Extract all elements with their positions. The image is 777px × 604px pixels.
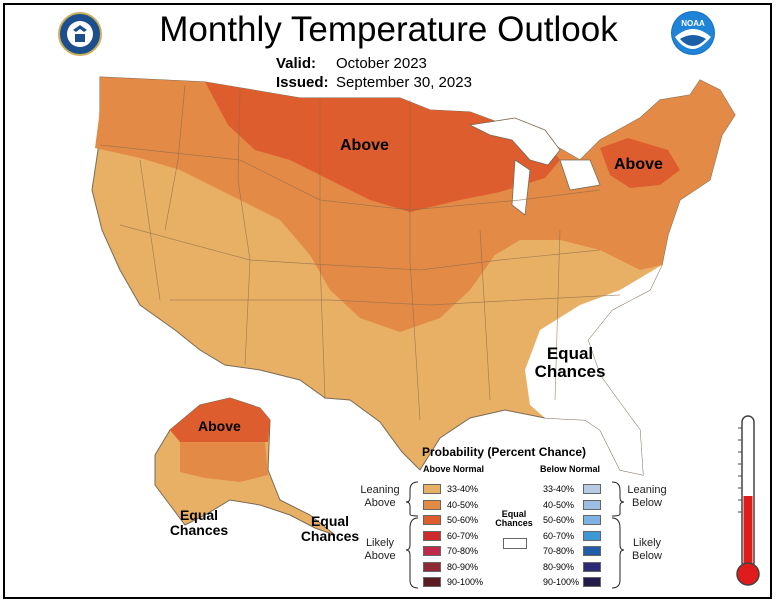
label-above-ak: Above <box>198 418 241 434</box>
legend-above-item-label: 60-70% <box>447 530 479 541</box>
alaska-50-60-region <box>170 398 270 442</box>
legend-below-item-label: 60-70% <box>543 530 575 541</box>
page-title: Monthly Temperature Outlook <box>159 10 618 49</box>
issued-label: Issued: <box>276 74 329 91</box>
legend-below-item-swatch <box>583 515 601 525</box>
doc-seal-icon <box>58 12 102 56</box>
legend-below-item-swatch <box>583 577 601 587</box>
legend-below-item-swatch <box>583 530 601 541</box>
alaska-40-50-region <box>180 442 268 482</box>
great-lakes <box>468 117 601 216</box>
legend-below-item-label: 40-50% <box>543 499 575 510</box>
legend-above-header: Above Normal <box>423 464 485 474</box>
legend-above-item-label: 50-60% <box>447 515 479 525</box>
label-equal-se: Equal Chances <box>534 344 606 381</box>
legend-below-item-label: 70-80% <box>543 546 575 556</box>
legend-below-item-label: 90-100% <box>543 577 580 587</box>
legend-below-item-swatch <box>583 546 601 556</box>
legend-above-item-swatch <box>423 484 441 494</box>
above-50-60-north-region <box>205 82 560 212</box>
legend-below-header: Below Normal <box>540 464 601 474</box>
above-50-60-ne-region <box>600 138 680 188</box>
equal-chances-se-region <box>525 265 662 475</box>
label-equal-ak: Equal Chances <box>169 507 229 538</box>
figure-frame <box>3 3 772 599</box>
legend-above-item-swatch <box>423 499 441 510</box>
legend-above-item-swatch <box>423 515 441 525</box>
issued-line: Issued: September 30, 2023 <box>276 74 472 91</box>
legend-above-item-label: 40-50% <box>447 499 479 510</box>
legend-above-item-label: 33-40% <box>447 484 479 494</box>
legend-below-item-swatch <box>583 484 601 494</box>
legend-above-item-swatch <box>423 561 441 572</box>
noaa-logo-text: NOAA <box>681 19 705 28</box>
noaa-logo-art <box>672 12 714 54</box>
legend-below-item-swatch <box>583 561 601 572</box>
state-borders <box>99 84 621 421</box>
legend-below-item-label: 80-90% <box>543 561 575 572</box>
legend-above-item-swatch <box>423 530 441 541</box>
legend-below-item-label: 33-40% <box>543 484 575 494</box>
legend-above-item-label: 80-90% <box>447 561 479 572</box>
thermometer-icon <box>736 415 760 586</box>
valid-label: Valid: <box>276 55 317 72</box>
label-above-ne: Above <box>614 156 663 173</box>
label-above-north: Above <box>340 137 389 154</box>
legend-equal-swatch <box>503 538 527 549</box>
label-equal-ak2: Equal Chances <box>300 513 360 544</box>
legend-leaning-below: Leaning Below <box>627 484 667 509</box>
noaa-logo-icon: NOAA <box>671 11 715 55</box>
legend-above-item-label: 90-100% <box>447 577 484 587</box>
legend-likely-below: Likely Below <box>632 537 662 562</box>
legend-equal-label: Equal Chances <box>495 509 533 529</box>
legend-below-item-label: 50-60% <box>543 515 575 525</box>
legend-above-item-swatch <box>423 577 441 587</box>
legend-likely-above: Likely Above <box>364 537 396 562</box>
valid-line: Valid: October 2023 <box>276 55 427 72</box>
legend-leaning-above: Leaning Above <box>360 484 400 509</box>
legend-above-item-label: 70-80% <box>447 546 479 556</box>
legend-above-item-swatch <box>423 546 441 556</box>
legend-below-item-swatch <box>583 499 601 510</box>
doc-seal-art <box>67 21 93 47</box>
valid-value: October 2023 <box>336 55 427 72</box>
issued-value: September 30, 2023 <box>336 74 472 91</box>
legend-title: Probability (Percent Chance) <box>422 445 587 459</box>
